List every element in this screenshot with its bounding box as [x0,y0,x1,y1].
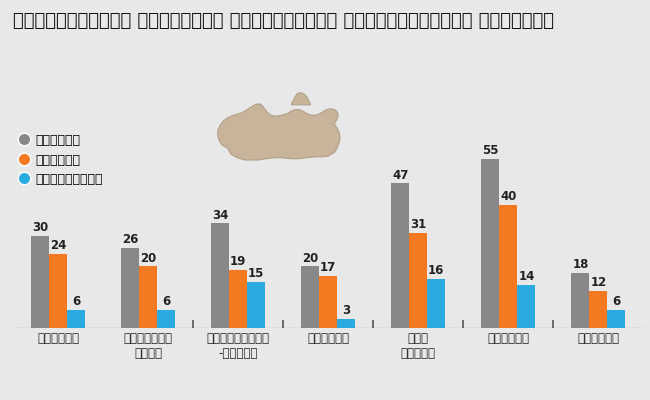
Text: 19: 19 [230,255,246,268]
Bar [301,266,319,328]
Bar [571,273,590,328]
Bar [337,319,356,328]
Text: మాల్వా: మాల్వా [488,332,529,345]
Text: మధ్యప్రదేశ్ అసెంబ్లీ ఎన్నికల్లో ప్రాంతాలవారీ ఫలితాలు: మధ్యప్రదేశ్ అసెంబ్లీ ఎన్నికల్లో ప్రాంతాల… [13,12,554,30]
Text: నిమార్: నిమార్ [577,332,619,345]
Bar [229,270,247,328]
Bar [499,205,517,328]
Text: 6: 6 [612,295,621,308]
Text: 6: 6 [162,295,170,308]
Bar [139,266,157,328]
Text: 14: 14 [518,270,534,283]
Text: 18: 18 [572,258,589,271]
Bar [247,282,265,328]
Text: 47: 47 [392,168,408,182]
Bar [410,233,427,328]
Bar [67,310,85,328]
Text: గ్వాలియర్
-చంబల్: గ్వాలియర్ -చంబల్ [207,332,270,360]
Text: 6: 6 [72,295,80,308]
Text: 55: 55 [482,144,499,157]
Bar [391,183,410,328]
Text: వింధ్య: వింధ్య [37,332,79,345]
Text: 16: 16 [428,264,445,277]
Text: భోపాల్: భోపాల్ [307,332,349,345]
Text: 24: 24 [50,239,66,252]
Bar [608,310,625,328]
Text: 26: 26 [122,233,138,246]
Bar [319,276,337,328]
Legend: స్థాలు, బీజేపీ, కాంగ్రెస్: స్థాలు, బీజేపీ, కాంగ్రెస్ [20,134,103,186]
Text: 34: 34 [212,208,228,222]
Bar [49,254,67,328]
Text: 40: 40 [500,190,517,203]
Text: 20: 20 [302,252,318,265]
Text: 15: 15 [248,267,265,280]
Bar [590,291,608,328]
Text: 31: 31 [410,218,426,231]
Text: 17: 17 [320,261,337,274]
Text: బుందేల్
ఖండ్: బుందేల్ ఖండ్ [124,332,173,360]
Text: 30: 30 [32,221,48,234]
Bar [427,279,445,328]
Text: 12: 12 [590,276,606,289]
Text: 20: 20 [140,252,156,265]
Bar [482,159,499,328]
Bar [157,310,175,328]
Bar [31,236,49,328]
Bar [121,248,139,328]
Text: 3: 3 [342,304,350,317]
Bar [517,285,536,328]
Bar [211,223,229,328]
Text: మహా
కోశల్: మహా కోశల్ [401,332,436,360]
